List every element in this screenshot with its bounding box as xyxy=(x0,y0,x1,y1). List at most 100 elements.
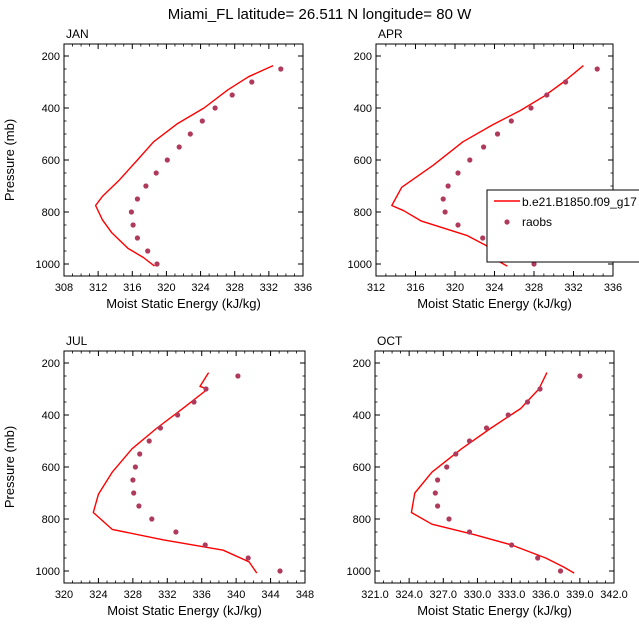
raobs-point xyxy=(145,248,151,254)
x-tick-label: 316 xyxy=(406,282,424,294)
raobs-point xyxy=(245,555,251,561)
panels-group: JAN 308 312 316 320 324 328 332 336 200 400 600 800 1… xyxy=(2,27,628,618)
plot-frame xyxy=(63,350,306,584)
x-tick-label: 336.0 xyxy=(532,589,560,601)
raobs-point xyxy=(444,464,450,470)
x-tick-label: 344 xyxy=(261,589,279,601)
panel-jul: JUL 320 324 328 332 336 340 344 348 200 400 600 800 1… xyxy=(2,334,314,618)
x-tick-label: 332 xyxy=(564,282,582,294)
raobs-point xyxy=(278,66,284,72)
raobs-point xyxy=(494,131,501,137)
raobs-point xyxy=(134,235,140,241)
raobs-point xyxy=(130,477,136,483)
raobs-point xyxy=(134,196,140,202)
raobs-point xyxy=(175,412,181,418)
raobs-point xyxy=(466,438,473,444)
y-tick-label: 200 xyxy=(353,358,371,370)
x-tick-label: 324 xyxy=(191,282,209,294)
raobs-point xyxy=(176,144,182,150)
y-tick-label: 1000 xyxy=(347,566,371,578)
raobs-point xyxy=(432,490,438,496)
y-tick-label: 800 xyxy=(42,207,60,219)
x-axis-label: Moist Static Energy (kJ/kg) xyxy=(107,603,262,618)
raobs-point xyxy=(146,438,152,444)
raobs-point xyxy=(563,79,569,85)
raobs-point xyxy=(191,399,197,405)
raobs-point xyxy=(249,79,255,85)
x-tick-label: 324 xyxy=(485,282,503,294)
x-axis-label: Moist Static Energy (kJ/kg) xyxy=(417,603,572,618)
x-tick-label: 342.0 xyxy=(600,589,628,601)
panel-oct: OCT 321.0 324.0 327.0 330.0 333.0 336.0 339.0 34… xyxy=(347,334,628,618)
raobs-point xyxy=(131,490,137,496)
x-tick-label: 316 xyxy=(123,282,141,294)
raobs-point xyxy=(445,183,451,189)
raobs-point xyxy=(199,118,205,124)
x-tick-label: 324.0 xyxy=(395,589,423,601)
model-profile-line xyxy=(410,372,575,574)
raobs-point xyxy=(453,451,459,457)
legend: b.e21.B1850.f09_g17 raobs xyxy=(486,189,639,263)
x-tick-label: 336 xyxy=(193,589,211,601)
raobs-point xyxy=(154,261,160,267)
raobs-point xyxy=(173,529,179,535)
y-tick-label: 800 xyxy=(42,514,60,526)
raobs-point xyxy=(149,516,155,522)
y-tick-label: 400 xyxy=(353,410,371,422)
raobs-point xyxy=(524,399,531,405)
x-tick-label: 324 xyxy=(89,589,107,601)
x-tick-label: 320 xyxy=(157,282,175,294)
raobs-point xyxy=(442,209,448,215)
x-tick-label: 336 xyxy=(604,282,622,294)
raobs-point xyxy=(157,425,163,431)
raobs-point xyxy=(137,451,143,457)
panel-title: JUL xyxy=(66,334,88,348)
raobs-point xyxy=(203,386,209,392)
raobs-point xyxy=(164,157,170,163)
raobs-point xyxy=(235,373,241,379)
model-profile-line xyxy=(94,64,274,267)
x-tick-label: 320 xyxy=(55,589,73,601)
model-profile-line xyxy=(391,65,584,267)
raobs-point xyxy=(531,261,537,267)
raobs-point xyxy=(128,209,134,215)
raobs-point xyxy=(435,477,441,483)
x-tick-label: 330.0 xyxy=(464,589,492,601)
legend-obs-label: raobs xyxy=(522,215,552,229)
plot-frame xyxy=(63,43,304,277)
panel-apr: APR 312 316 320 324 328 332 336 200 400 600 800 1000… xyxy=(348,27,623,311)
x-tick-label: 327.0 xyxy=(430,589,458,601)
panel-jan: JAN 308 312 316 320 324 328 332 336 200 400 600 800 1… xyxy=(2,27,312,311)
raobs-point xyxy=(483,425,490,431)
x-tick-label: 340 xyxy=(227,589,245,601)
raobs-point xyxy=(187,131,193,137)
y-axis-label: Pressure (mb) xyxy=(2,119,17,201)
y-tick-label: 800 xyxy=(354,207,372,219)
y-tick-label: 600 xyxy=(353,462,371,474)
raobs-point xyxy=(446,516,452,522)
raobs-point xyxy=(136,503,142,509)
x-tick-label: 328 xyxy=(525,282,543,294)
raobs-point xyxy=(535,555,541,561)
x-tick-label: 328 xyxy=(226,282,244,294)
raobs-point xyxy=(508,118,514,124)
figure-title: Miami_FL latitude= 26.511 N longitude= 8… xyxy=(168,6,472,23)
y-tick-label: 400 xyxy=(42,410,60,422)
y-tick-label: 400 xyxy=(42,103,60,115)
raobs-point xyxy=(455,170,461,176)
legend-model-label: b.e21.B1850.f09_g17 xyxy=(522,195,637,209)
plot-area xyxy=(410,372,583,574)
raobs-point xyxy=(143,183,149,189)
raobs-point xyxy=(229,92,235,98)
y-tick-label: 1000 xyxy=(348,259,372,271)
raobs-point xyxy=(528,105,534,111)
x-tick-label: 312 xyxy=(89,282,107,294)
y-tick-label: 800 xyxy=(353,514,371,526)
raobs-point xyxy=(505,412,511,418)
raobs-point xyxy=(440,196,446,202)
y-tick-label: 1000 xyxy=(36,259,60,271)
raobs-point xyxy=(509,542,515,548)
raobs-point xyxy=(132,464,138,470)
y-tick-label: 400 xyxy=(354,103,372,115)
